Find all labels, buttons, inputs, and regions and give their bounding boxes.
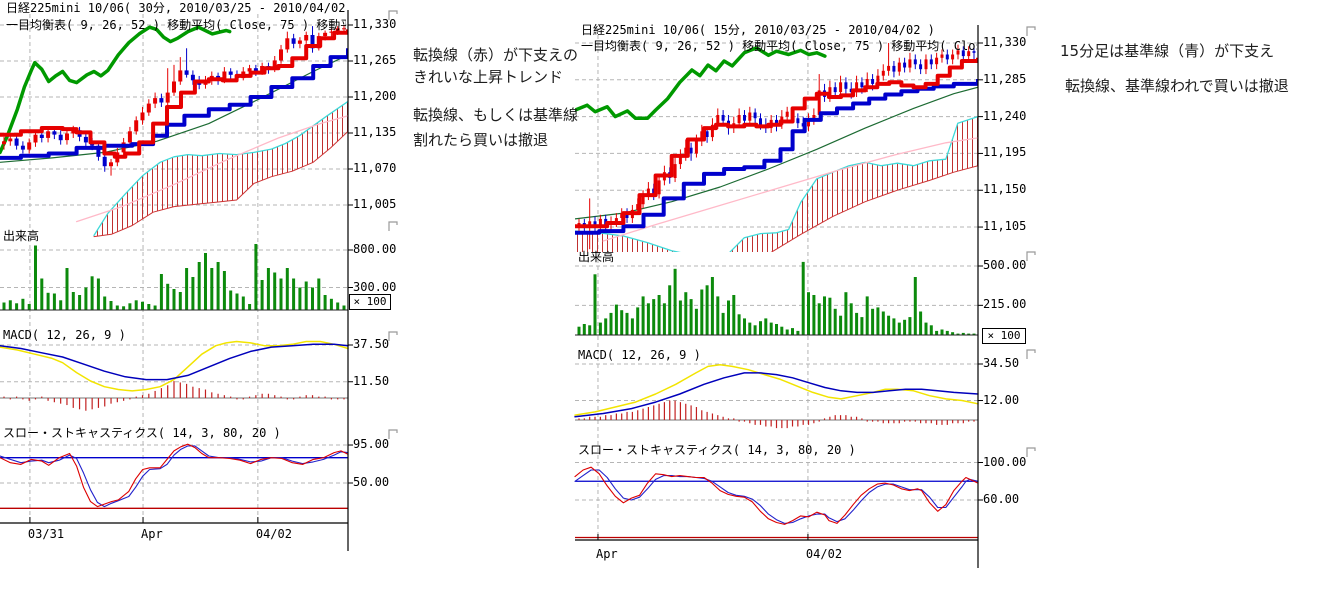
panel-handle-icon[interactable] — [1026, 349, 1036, 359]
price-panel — [575, 43, 978, 252]
panel-handle-icon[interactable] — [1026, 26, 1036, 36]
price-panel — [0, 25, 348, 238]
ichimoku-cloud — [94, 101, 348, 237]
panel-handle-icon[interactable] — [388, 10, 398, 20]
ichimoku-cloud — [575, 116, 978, 252]
right-chart — [574, 25, 1036, 568]
panel-handle-icon[interactable] — [388, 221, 398, 231]
panel-handle-icon[interactable] — [388, 429, 398, 439]
panel-handle-icon[interactable] — [388, 331, 398, 341]
panel-handle-icon[interactable] — [1026, 251, 1036, 261]
panel-handle-icon[interactable] — [1026, 447, 1036, 457]
left-chart — [0, 10, 398, 551]
